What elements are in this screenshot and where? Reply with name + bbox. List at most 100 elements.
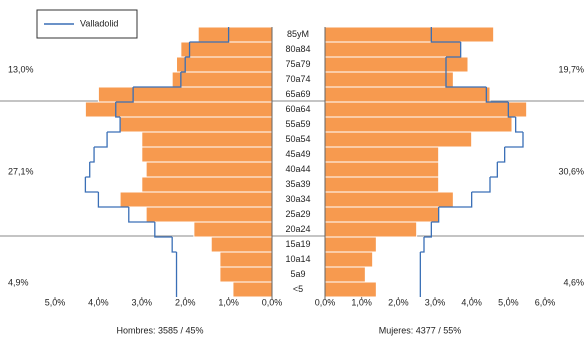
bar [324, 146, 440, 163]
reference-line [180, 57, 186, 73]
x-tick-label: 3,0% [132, 297, 153, 307]
bar [84, 101, 273, 118]
reference-line [424, 222, 432, 238]
reference-line [89, 147, 95, 163]
reference-line [115, 102, 121, 118]
x-tick-label: 4,0% [88, 297, 109, 307]
reference-line [485, 87, 509, 103]
bar [324, 116, 513, 133]
category-label: 75a79 [285, 59, 310, 69]
group-label: 19,7% [558, 64, 584, 74]
bar [324, 176, 440, 193]
bar [219, 266, 273, 283]
bar [324, 206, 440, 223]
bar [324, 281, 377, 298]
category-label: 50a54 [285, 134, 310, 144]
bar [145, 206, 273, 223]
category-label: 15a19 [285, 239, 310, 249]
reference-line [94, 132, 108, 148]
bar [97, 86, 273, 103]
bar [141, 146, 273, 163]
reference-line [446, 42, 462, 58]
category-label: 65a69 [285, 89, 310, 99]
category-label: 70a74 [285, 74, 310, 84]
bar [324, 161, 440, 178]
reference-line [445, 72, 487, 88]
reference-line [133, 72, 182, 88]
bar [141, 176, 273, 193]
reference-line [171, 237, 177, 253]
category-label: <5 [293, 284, 303, 294]
bar [324, 26, 495, 43]
bar [193, 221, 273, 238]
reference-line [471, 177, 491, 193]
bar [141, 131, 273, 148]
group-label: 4,6% [563, 277, 584, 287]
reference-line [490, 162, 498, 178]
bar [210, 236, 273, 253]
reference-line [504, 132, 524, 148]
x-tick-label: 2,0% [388, 297, 409, 307]
category-label: 40a44 [285, 164, 310, 174]
x-tick-label: 1,0% [218, 297, 239, 307]
category-label: 45a49 [285, 149, 310, 159]
bar [324, 191, 454, 208]
reference-line [515, 117, 523, 133]
reference-line [107, 117, 121, 133]
category-label: 55a59 [285, 119, 310, 129]
bar [324, 86, 491, 103]
reference-line [97, 192, 129, 208]
x-tick-label: 5,0% [45, 297, 66, 307]
legend-label: Valladolid [80, 18, 118, 28]
category-label: 30a34 [285, 194, 310, 204]
x-tick-label: 0,0% [315, 297, 336, 307]
group-label: 30,6% [558, 166, 584, 176]
bar [324, 101, 528, 118]
reference-line [85, 162, 91, 178]
bar [324, 221, 418, 238]
bar [119, 191, 273, 208]
bar [119, 116, 273, 133]
reference-line [185, 42, 191, 58]
bar [180, 41, 273, 58]
reference-line [84, 177, 99, 193]
category-label: 5a9 [290, 269, 305, 279]
reference-line [438, 192, 473, 208]
reference-line [497, 147, 506, 163]
bar [232, 281, 273, 298]
side-label: Mujeres: 4377 / 55% [379, 325, 462, 335]
group-label: 27,1% [8, 166, 34, 176]
category-label: 60a64 [285, 104, 310, 114]
reference-line [431, 207, 440, 223]
reference-line [420, 237, 425, 253]
category-label: 20a24 [285, 224, 310, 234]
bar [197, 26, 273, 43]
group-label: 13,0% [8, 64, 34, 74]
x-tick-label: 5,0% [498, 297, 519, 307]
x-tick-label: 0,0% [262, 297, 283, 307]
bar [171, 71, 273, 88]
bar [219, 251, 273, 268]
x-tick-label: 4,0% [461, 297, 482, 307]
category-label: 85yM [287, 29, 309, 39]
category-label: 10a14 [285, 254, 310, 264]
bar [324, 131, 473, 148]
reference-line [128, 207, 155, 223]
x-tick-label: 3,0% [425, 297, 446, 307]
bar [324, 71, 454, 88]
x-tick-label: 1,0% [351, 297, 372, 307]
group-label: 4,9% [8, 277, 29, 287]
category-label: 80a84 [285, 44, 310, 54]
category-label: 25a29 [285, 209, 310, 219]
reference-line [115, 87, 134, 103]
bar [176, 56, 273, 73]
x-tick-label: 2,0% [175, 297, 196, 307]
bar [324, 266, 366, 283]
side-label: Hombres: 3585 / 45% [116, 325, 203, 335]
category-label: 35a39 [285, 179, 310, 189]
bar [324, 41, 462, 58]
reference-line [154, 222, 173, 238]
bar [145, 161, 273, 178]
reference-line [189, 27, 230, 43]
